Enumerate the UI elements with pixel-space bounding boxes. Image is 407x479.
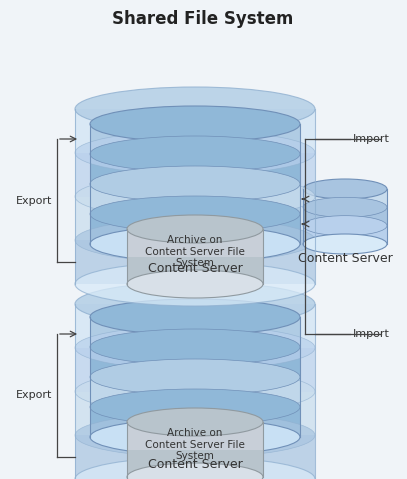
Polygon shape bbox=[75, 304, 315, 348]
Ellipse shape bbox=[127, 215, 263, 243]
Ellipse shape bbox=[90, 359, 300, 395]
Polygon shape bbox=[75, 109, 315, 153]
Polygon shape bbox=[127, 229, 263, 256]
Text: Shared File System: Shared File System bbox=[112, 10, 294, 28]
Ellipse shape bbox=[90, 389, 300, 425]
Ellipse shape bbox=[303, 197, 387, 217]
Ellipse shape bbox=[75, 87, 315, 131]
Text: Export: Export bbox=[15, 390, 52, 400]
Polygon shape bbox=[90, 347, 300, 377]
Ellipse shape bbox=[75, 326, 315, 370]
Polygon shape bbox=[303, 207, 387, 226]
Polygon shape bbox=[90, 407, 300, 437]
Text: Content Server: Content Server bbox=[148, 457, 243, 470]
Ellipse shape bbox=[75, 174, 315, 218]
Polygon shape bbox=[75, 435, 315, 479]
Ellipse shape bbox=[90, 419, 300, 455]
Polygon shape bbox=[75, 240, 315, 284]
Text: Archive on
Content Server File
System: Archive on Content Server File System bbox=[145, 235, 245, 268]
Ellipse shape bbox=[303, 179, 387, 199]
Text: Import: Import bbox=[353, 134, 390, 144]
Ellipse shape bbox=[75, 413, 315, 457]
Polygon shape bbox=[127, 449, 263, 477]
Ellipse shape bbox=[90, 226, 300, 262]
Ellipse shape bbox=[303, 216, 387, 236]
Ellipse shape bbox=[127, 408, 263, 436]
Ellipse shape bbox=[90, 196, 300, 232]
Polygon shape bbox=[75, 391, 315, 435]
Ellipse shape bbox=[90, 136, 300, 172]
Text: Content Server: Content Server bbox=[298, 251, 392, 264]
Polygon shape bbox=[127, 422, 263, 449]
Polygon shape bbox=[75, 153, 315, 196]
Ellipse shape bbox=[75, 131, 315, 175]
Polygon shape bbox=[75, 348, 315, 391]
Text: Archive on
Content Server File
System: Archive on Content Server File System bbox=[145, 428, 245, 461]
Polygon shape bbox=[90, 184, 300, 214]
Polygon shape bbox=[90, 377, 300, 407]
Ellipse shape bbox=[75, 262, 315, 306]
Polygon shape bbox=[90, 154, 300, 184]
Ellipse shape bbox=[90, 166, 300, 202]
Ellipse shape bbox=[75, 218, 315, 262]
Text: Content Server: Content Server bbox=[148, 262, 243, 275]
Ellipse shape bbox=[90, 106, 300, 142]
Ellipse shape bbox=[90, 329, 300, 365]
Ellipse shape bbox=[75, 369, 315, 413]
Ellipse shape bbox=[127, 270, 263, 298]
Text: Export: Export bbox=[15, 195, 52, 205]
Ellipse shape bbox=[75, 282, 315, 326]
Ellipse shape bbox=[75, 457, 315, 479]
Polygon shape bbox=[90, 124, 300, 154]
Polygon shape bbox=[90, 214, 300, 244]
Polygon shape bbox=[75, 196, 315, 240]
Ellipse shape bbox=[90, 299, 300, 335]
Text: Import: Import bbox=[353, 329, 390, 339]
Ellipse shape bbox=[127, 463, 263, 479]
Polygon shape bbox=[127, 256, 263, 284]
Polygon shape bbox=[90, 317, 300, 347]
Ellipse shape bbox=[303, 234, 387, 254]
Polygon shape bbox=[303, 189, 387, 207]
Polygon shape bbox=[303, 226, 387, 244]
